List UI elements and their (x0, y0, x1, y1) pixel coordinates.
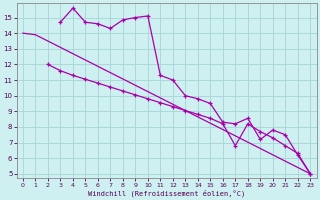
X-axis label: Windchill (Refroidissement éolien,°C): Windchill (Refroidissement éolien,°C) (88, 189, 245, 197)
